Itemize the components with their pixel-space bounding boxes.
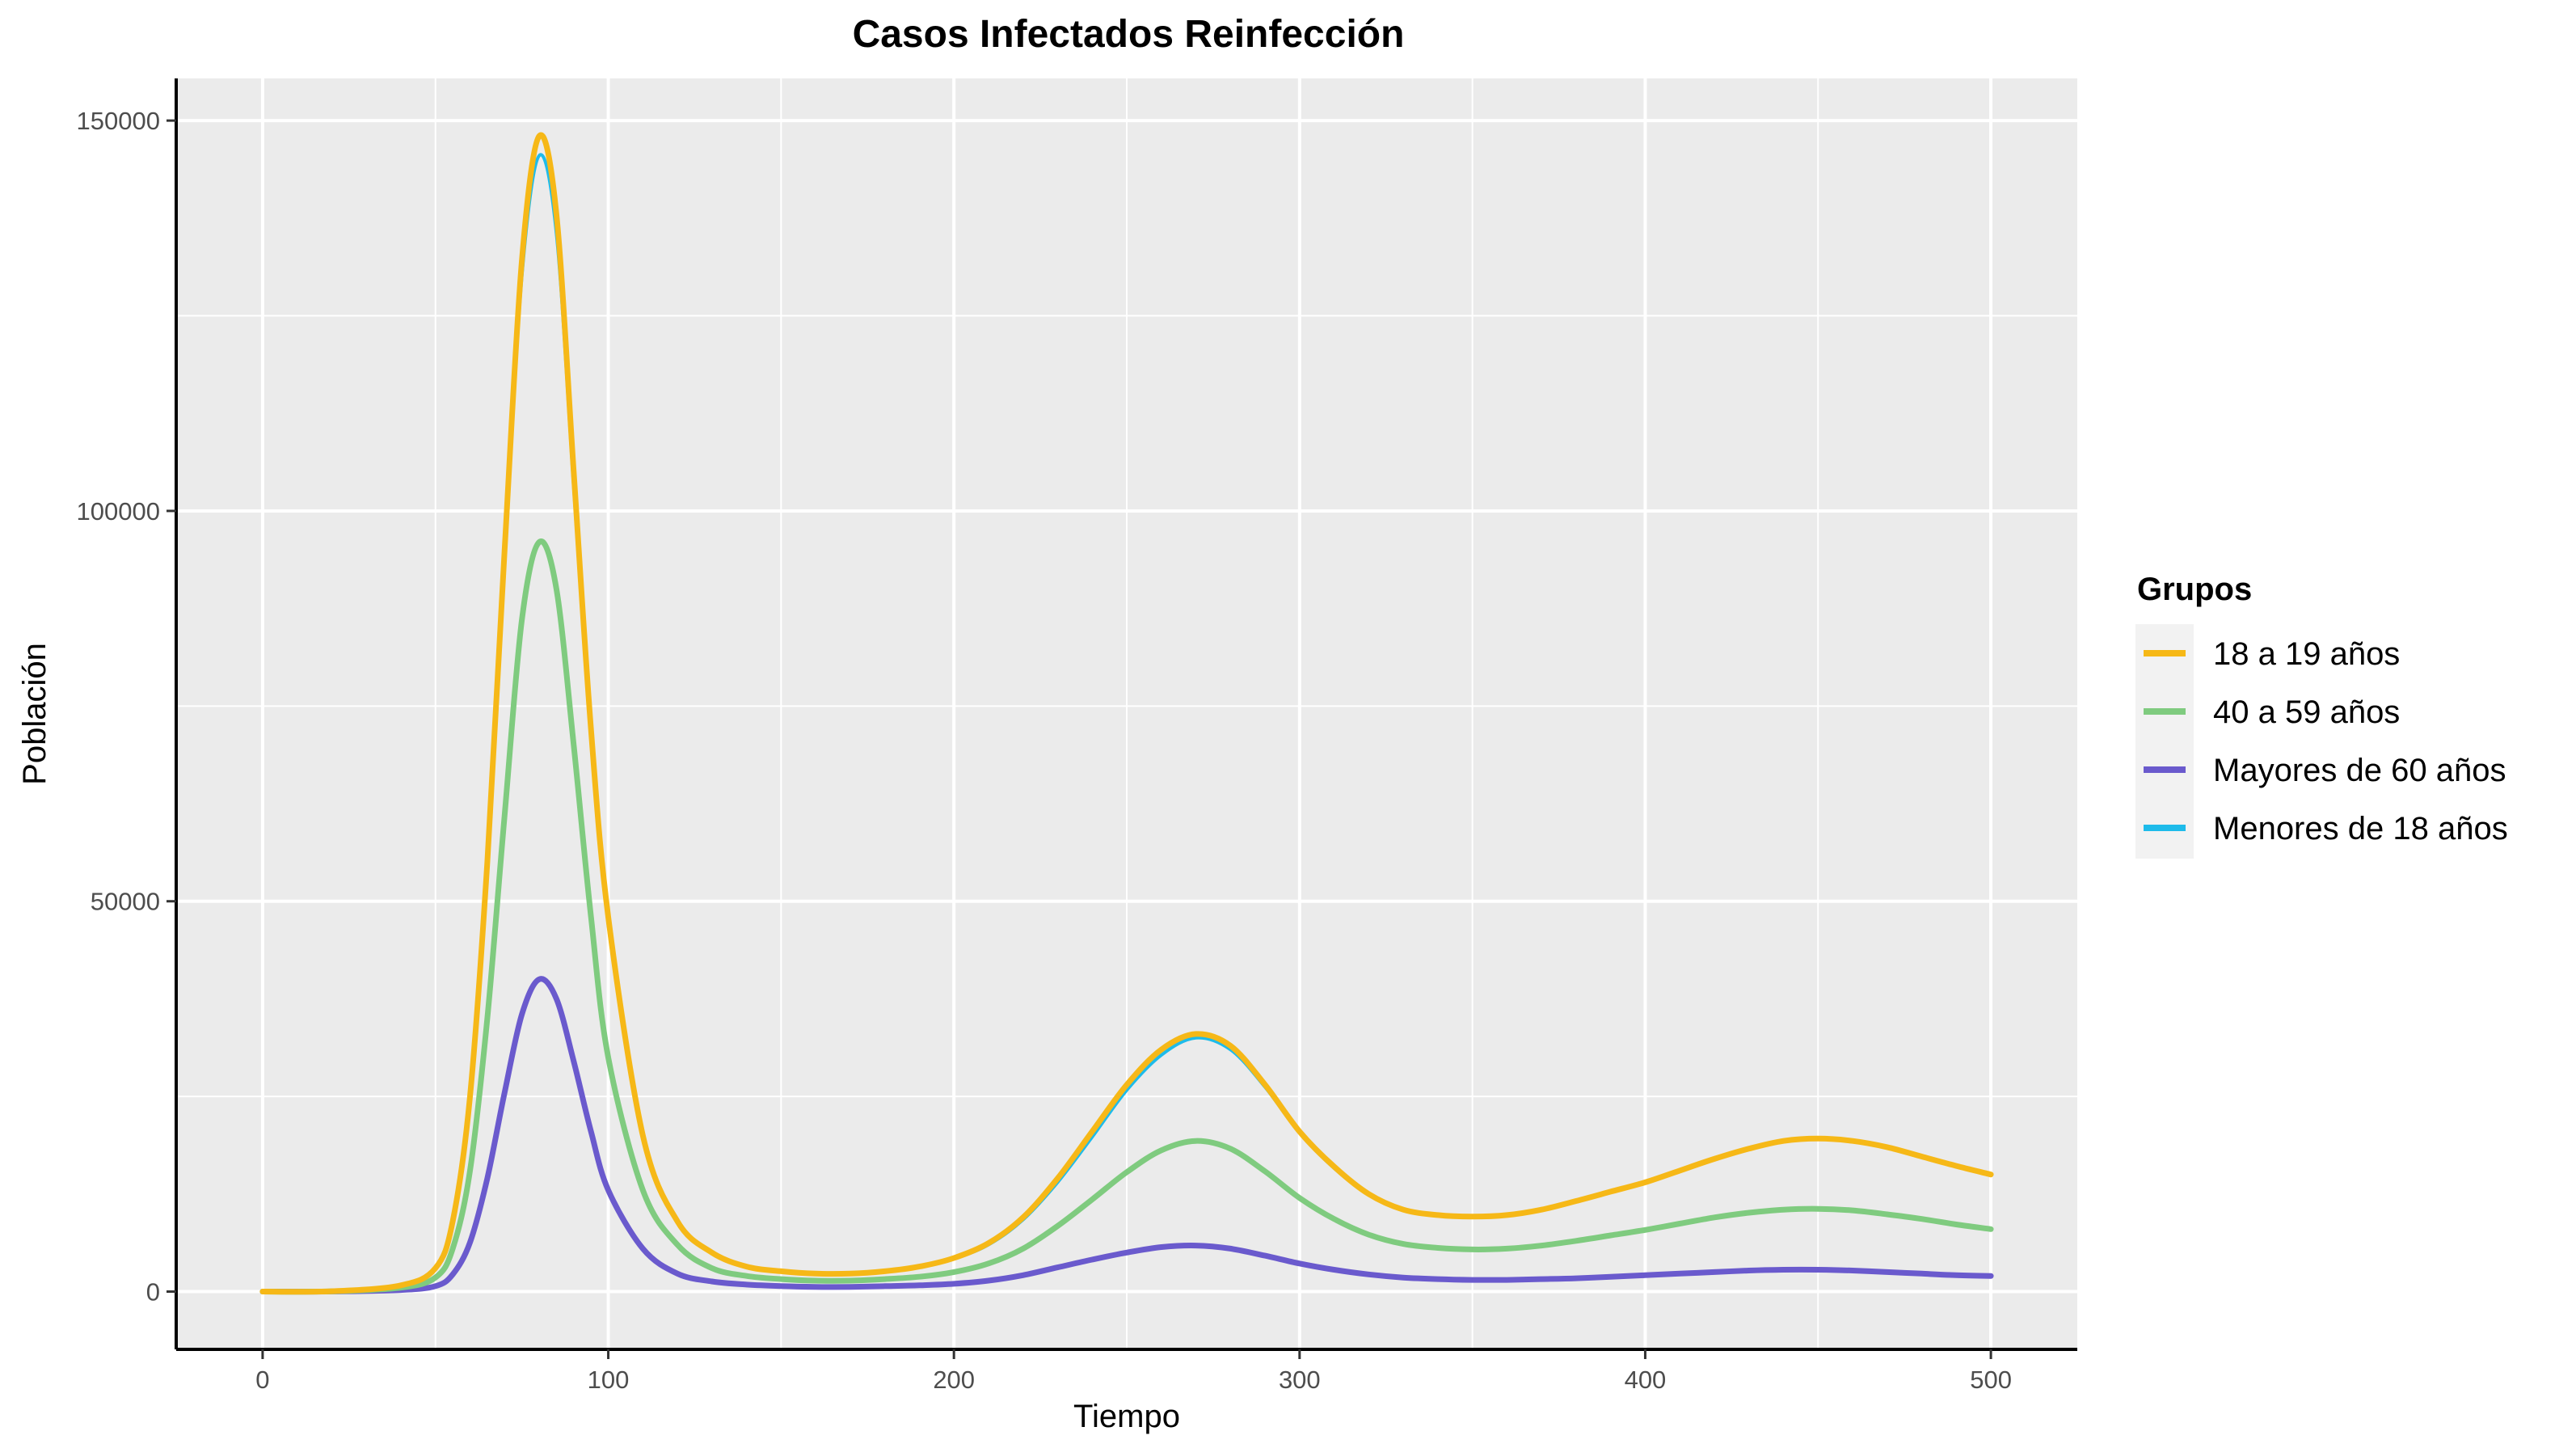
y-axis-title: Población [17, 643, 53, 785]
legend: Grupos 18 a 19 años 40 a 59 años Mayores d… [2135, 572, 2508, 859]
x-tick-label: 200 [933, 1366, 975, 1394]
series-line-1 [259, 132, 1994, 1295]
legend-key-bg [2135, 624, 2194, 859]
y-tick-label: 50000 [91, 888, 160, 916]
y-tick-label: 150000 [77, 107, 160, 135]
grid-minor [176, 78, 2077, 1349]
x-axis-title: Tiempo [1073, 1399, 1180, 1434]
legend-label-1: 18 a 19 años [2213, 636, 2400, 672]
x-tick-label: 100 [588, 1366, 630, 1394]
x-tick-label: 0 [255, 1366, 269, 1394]
series-line-2 [259, 538, 1994, 1295]
chart-title: Casos Infectados Reinfección [853, 13, 1405, 56]
y-tick-label: 0 [146, 1278, 160, 1307]
legend-label-3: Mayores de 60 años [2213, 753, 2506, 788]
x-tick-label: 400 [1625, 1366, 1667, 1394]
y-tick-label: 100000 [77, 497, 160, 526]
x-tick-label: 300 [1279, 1366, 1321, 1394]
grid-major [176, 78, 2077, 1349]
legend-items: 18 a 19 años 40 a 59 años Mayores de 60 añ… [2144, 636, 2508, 846]
series-line-3 [259, 976, 1994, 1295]
legend-label-4: Menores de 18 años [2213, 811, 2508, 846]
legend-label-2: 40 a 59 años [2213, 694, 2400, 730]
legend-title: Grupos [2137, 572, 2252, 607]
x-tick-label: 500 [1970, 1366, 2012, 1394]
series-layer [259, 132, 1994, 1295]
ticks-layer: 0 100 200 300 400 500 0 50000 100000 150000 [77, 107, 2012, 1394]
